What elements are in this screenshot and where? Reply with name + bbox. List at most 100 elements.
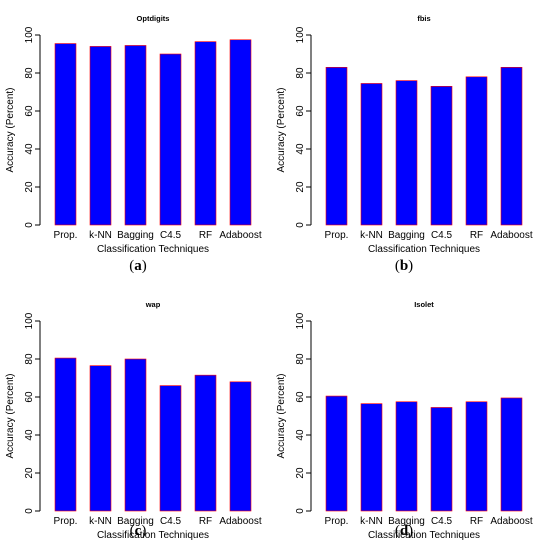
y-tick-label: 40 bbox=[295, 143, 306, 155]
caption-open-paren: ( bbox=[129, 258, 134, 274]
caption-close-paren: ) bbox=[141, 523, 146, 539]
caption-close-paren: ) bbox=[408, 523, 413, 539]
x-tick-label: k-NN bbox=[360, 230, 383, 241]
x-tick-label: Adaboost bbox=[490, 230, 532, 241]
caption-open-paren: ( bbox=[395, 523, 400, 539]
subfigure-caption: (b) bbox=[395, 258, 413, 274]
x-axis-label: Classification Techniques bbox=[97, 244, 209, 255]
y-axis-label: Accuracy (Percent) bbox=[276, 87, 287, 172]
caption-open-paren: ( bbox=[130, 523, 135, 539]
bar-prop bbox=[325, 395, 348, 512]
bar-k-nn bbox=[360, 403, 383, 512]
x-tick-label: RF bbox=[470, 230, 483, 241]
x-tick-label: Prop. bbox=[325, 516, 349, 527]
caption-letter: d bbox=[400, 523, 409, 539]
y-tick-label: 0 bbox=[24, 222, 35, 228]
x-tick-label: k-NN bbox=[89, 230, 112, 241]
y-tick-label: 0 bbox=[295, 508, 306, 514]
chart-title: Optdigits bbox=[137, 14, 170, 23]
y-axis-label: Accuracy (Percent) bbox=[276, 373, 287, 458]
x-tick-label: RF bbox=[199, 230, 212, 241]
subfigure-caption: (a) bbox=[129, 258, 147, 274]
x-tick-label: Adaboost bbox=[490, 516, 532, 527]
bar-rf bbox=[465, 401, 488, 512]
x-tick-label: Bagging bbox=[117, 230, 154, 241]
x-tick-label: k-NN bbox=[360, 516, 383, 527]
chart-panel-2: fbis 0 20 40 60 80 100 Accuracy (Percent) Prop. k… bbox=[276, 14, 533, 274]
bar-prop bbox=[54, 43, 77, 226]
x-tick-label: k-NN bbox=[89, 516, 112, 527]
x-tick-label: Prop. bbox=[325, 230, 349, 241]
caption-open-paren: ( bbox=[395, 258, 400, 274]
y-tick-label: 40 bbox=[24, 429, 35, 441]
bar-bagging bbox=[124, 358, 147, 512]
y-tick-label: 40 bbox=[24, 143, 35, 155]
x-tick-label: C4.5 bbox=[160, 230, 182, 241]
bar-c4-5 bbox=[430, 407, 453, 512]
y-tick-label: 20 bbox=[24, 467, 35, 479]
bar-prop bbox=[54, 357, 77, 512]
x-axis-label: Classification Techniques bbox=[368, 244, 480, 255]
y-tick-label: 0 bbox=[24, 508, 35, 514]
bar-adaboost bbox=[229, 381, 252, 512]
x-tick-label: Adaboost bbox=[219, 516, 261, 527]
y-tick-label: 80 bbox=[295, 67, 306, 79]
caption-letter: c bbox=[135, 523, 142, 539]
y-tick-label: 80 bbox=[24, 67, 35, 79]
bar-bagging bbox=[395, 401, 418, 512]
bar-rf bbox=[465, 76, 488, 226]
x-tick-label: Bagging bbox=[117, 516, 154, 527]
y-tick-label: 60 bbox=[24, 105, 35, 117]
x-tick-label: RF bbox=[470, 516, 483, 527]
bar-k-nn bbox=[89, 46, 112, 226]
bar-adaboost bbox=[229, 39, 252, 226]
subfigure-caption: (d) bbox=[395, 523, 413, 539]
x-axis-label: Classification Techniques bbox=[368, 530, 480, 541]
bar-adaboost bbox=[500, 67, 523, 226]
y-tick-label: 40 bbox=[295, 429, 306, 441]
bar-rf bbox=[194, 374, 217, 512]
y-axis-label: Accuracy (Percent) bbox=[5, 87, 16, 172]
caption-letter: b bbox=[400, 258, 408, 274]
bar-c4-5 bbox=[430, 86, 453, 226]
y-tick-label: 20 bbox=[295, 181, 306, 193]
y-tick-label: 100 bbox=[295, 312, 306, 329]
y-tick-label: 100 bbox=[24, 26, 35, 43]
y-tick-label: 60 bbox=[295, 105, 306, 117]
bar-c4-5 bbox=[159, 53, 182, 226]
x-tick-label: Bagging bbox=[388, 230, 425, 241]
y-tick-label: 100 bbox=[295, 26, 306, 43]
y-tick-label: 20 bbox=[295, 467, 306, 479]
x-tick-label: Prop. bbox=[54, 230, 78, 241]
x-tick-label: C4.5 bbox=[160, 516, 182, 527]
chart-title: wap bbox=[145, 300, 161, 309]
bar-adaboost bbox=[500, 397, 523, 512]
chart-panel-4: Isolet 0 20 40 60 80 100 Accuracy (Percent) Prop… bbox=[276, 300, 533, 541]
bar-prop bbox=[325, 67, 348, 226]
bar-bagging bbox=[395, 80, 418, 226]
x-tick-label: C4.5 bbox=[431, 230, 453, 241]
x-tick-label: C4.5 bbox=[431, 516, 453, 527]
caption-close-paren: ) bbox=[408, 258, 413, 274]
x-axis-label: Classification Techniques bbox=[97, 530, 209, 541]
y-tick-label: 80 bbox=[24, 353, 35, 365]
chart-panel-3: wap 0 20 40 60 80 100 Accuracy (Percent) Prop. k-… bbox=[5, 300, 262, 541]
bar-bagging bbox=[124, 45, 147, 226]
y-tick-label: 100 bbox=[24, 312, 35, 329]
y-tick-label: 0 bbox=[295, 222, 306, 228]
y-axis-label: Accuracy (Percent) bbox=[5, 373, 16, 458]
x-tick-label: RF bbox=[199, 516, 212, 527]
bar-rf bbox=[194, 41, 217, 226]
y-tick-label: 60 bbox=[295, 391, 306, 403]
x-tick-label: Prop. bbox=[54, 516, 78, 527]
bar-c4-5 bbox=[159, 385, 182, 512]
bar-k-nn bbox=[89, 365, 112, 512]
y-tick-label: 80 bbox=[295, 353, 306, 365]
caption-letter: a bbox=[134, 258, 142, 274]
y-tick-label: 20 bbox=[24, 181, 35, 193]
chart-title: Isolet bbox=[414, 300, 434, 309]
caption-close-paren: ) bbox=[142, 258, 147, 274]
y-tick-label: 60 bbox=[24, 391, 35, 403]
chart-title: fbis bbox=[417, 14, 430, 23]
